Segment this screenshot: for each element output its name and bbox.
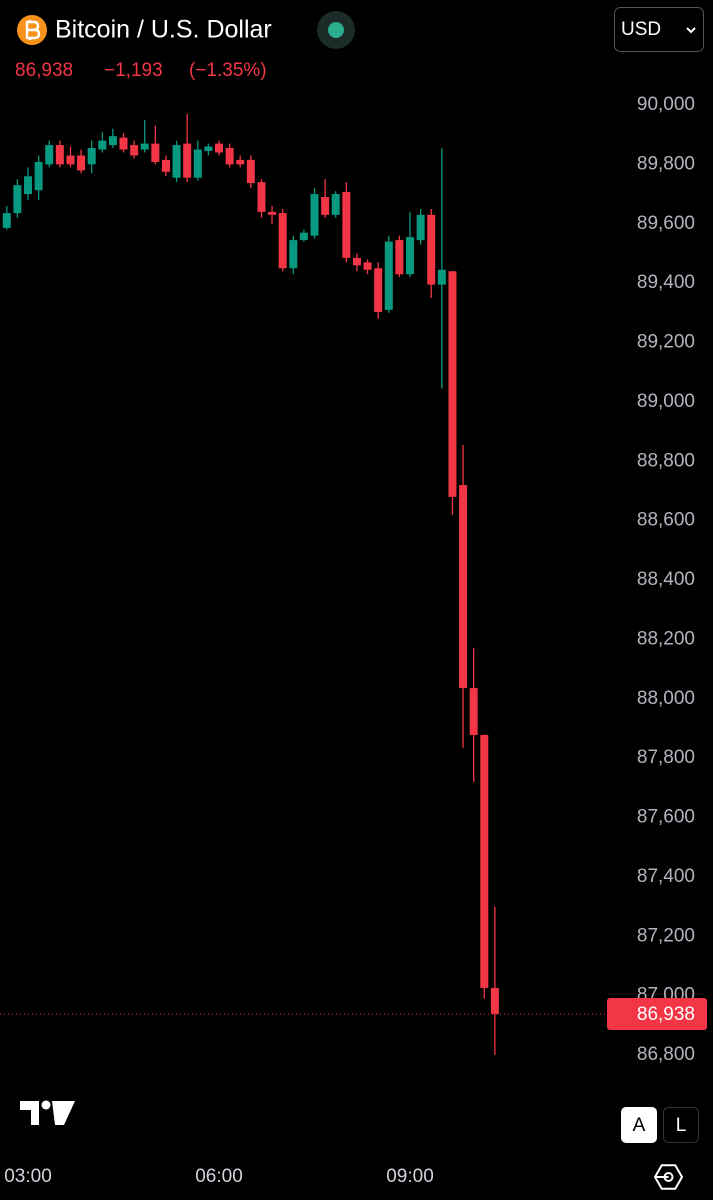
candle-body [321,197,330,215]
candle-body [310,194,319,236]
candle-body [331,194,340,215]
candle-body [55,145,64,165]
candle-body [119,137,128,150]
candle-body [427,214,436,285]
candle-body [352,257,361,266]
candle-body [140,143,149,150]
y-tick-label: 89,400 [637,272,695,293]
candle-body [268,211,277,215]
symbol-title: Bitcoin / U.S. Dollar [55,16,272,44]
price-change: −1,193 [104,60,163,81]
candle-body [183,143,192,178]
last-price-box [607,998,707,1031]
candle-body [384,241,393,310]
price-change-pct: (−1.35%) [189,60,267,81]
candle-body [459,485,468,689]
candle-body [342,191,351,258]
y-tick-label: 86,800 [637,1044,695,1065]
x-tick-label: 03:00 [4,1166,52,1187]
y-tick-label: 88,000 [637,688,695,709]
candle-body [151,143,160,162]
y-tick-label: 89,800 [637,153,695,174]
auto-label[interactable]: A [633,1115,646,1136]
last-price: 86,938 [15,60,73,81]
last-price-label: 86,938 [637,1004,695,1025]
candle-body [374,268,383,312]
candle-body [448,271,457,497]
auto-scale-button[interactable]: A [621,1107,657,1143]
x-tick-label: 06:00 [195,1166,243,1187]
log-scale-button[interactable]: L [663,1107,699,1143]
candle-body [161,159,170,172]
y-tick-label: 88,400 [637,569,695,590]
candle-body [13,185,22,214]
candle-body [66,155,75,165]
candle-body [363,262,372,270]
candle-body [2,213,11,228]
candle-body [236,159,245,165]
currency-label[interactable]: USD [621,19,661,40]
y-tick-label: 88,600 [637,510,695,531]
candle-body [98,140,107,150]
x-tick-label: 09:00 [386,1166,434,1187]
candle-body [490,987,499,1015]
candle-body [257,182,266,212]
candle-body [204,146,213,152]
candle-body [406,237,415,275]
y-tick-label: 88,200 [637,628,695,649]
y-tick-label: 87,200 [637,925,695,946]
y-tick-label: 87,400 [637,866,695,887]
candle-body [77,155,86,171]
candle-body [24,176,33,195]
candle-body [172,145,181,178]
currency-select[interactable]: USD [614,7,704,52]
candle-body [437,269,446,285]
y-tick-label: 89,600 [637,213,695,234]
candle-body [299,232,308,241]
candle-body [34,162,43,191]
y-tick-label: 90,000 [637,94,695,115]
y-tick-label: 87,600 [637,807,695,828]
y-tick-label: 89,200 [637,332,695,353]
candle-body [469,688,478,735]
tradingview-logo [20,1100,75,1125]
candle-body [289,240,298,269]
candle-body [278,213,287,269]
settings-icon[interactable] [653,1164,684,1190]
candle-body [246,159,255,184]
candle-body [416,214,425,241]
y-tick-label: 87,800 [637,747,695,768]
y-tick-label: 88,800 [637,450,695,471]
candle-body [45,145,54,165]
log-label[interactable]: L [676,1115,687,1136]
y-tick-label: 89,000 [637,391,695,412]
candle-body [215,143,224,153]
candle-body [193,149,202,178]
market-status [317,11,355,49]
candle-body [108,136,117,146]
candle-body [225,148,234,165]
candle-body [130,145,139,156]
candle-body [395,240,404,275]
candle-body [87,148,96,165]
candle-body [480,734,489,988]
bitcoin-icon [17,15,47,45]
